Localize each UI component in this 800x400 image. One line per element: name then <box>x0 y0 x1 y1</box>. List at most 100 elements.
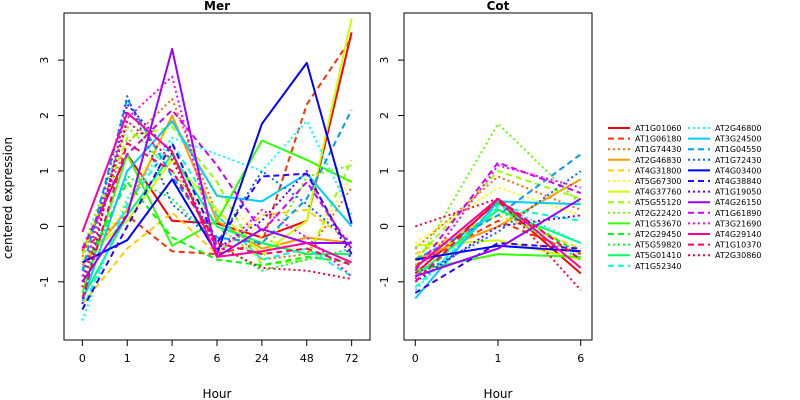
y-tick-label: 3 <box>378 57 391 64</box>
legend-label: AT2G22420 <box>635 209 681 218</box>
series-line <box>414 122 582 266</box>
legend-label: AT4G03400 <box>715 166 761 175</box>
legend-item: AT1G19050 <box>688 188 761 197</box>
legend-label: AT5G59820 <box>635 241 681 250</box>
legend-item: AT1G74430 <box>608 145 681 154</box>
legend-item: AT3G21690 <box>688 219 761 228</box>
legend-item: AT1G04550 <box>688 145 761 154</box>
legend-item: AT4G29140 <box>688 230 761 239</box>
series-line <box>414 203 582 291</box>
legend-label: AT3G24500 <box>715 135 761 144</box>
legend-item: AT1G72430 <box>688 156 761 165</box>
y-tick-label: 3 <box>38 57 51 64</box>
legend-item: AT5G67300 <box>608 177 681 186</box>
legend-item: AT3G24500 <box>688 135 761 144</box>
series-line <box>414 161 582 272</box>
x-tick-label: 0 <box>412 352 419 365</box>
legend-item: AT4G03400 <box>688 166 761 175</box>
y-tick-label: 2 <box>378 112 391 119</box>
chart-panels: Mer -1 0 1 2 3 0 1 2 6 24 48 72 Hour Cot -1 0 1 2 3 0 1 6 Hour <box>38 0 593 400</box>
legend-item: AT1G53670 <box>608 219 681 228</box>
legend-item: AT1G06180 <box>608 135 681 144</box>
legend-item: AT1G10370 <box>688 241 761 250</box>
legend-label: AT1G72430 <box>715 156 761 165</box>
legend-label: AT5G55120 <box>635 198 681 207</box>
series-line <box>81 111 352 264</box>
series-line <box>414 197 582 269</box>
series-line <box>414 170 582 278</box>
series-line <box>81 109 353 250</box>
legend-label: AT4G31800 <box>635 166 681 175</box>
y-tick-label: 1 <box>38 167 51 174</box>
y-axis-title: centered expression <box>1 137 15 259</box>
legend-label: AT2G30860 <box>715 251 761 260</box>
legend-item: AT2G22420 <box>608 209 681 218</box>
legend-label: AT1G53670 <box>635 219 681 228</box>
legend-item: AT4G31800 <box>608 166 681 175</box>
x-tick-label: 2 <box>169 352 176 365</box>
legend-item: AT2G46800 <box>688 124 761 133</box>
y-tick-label: 0 <box>38 223 51 230</box>
legend-label: AT4G26150 <box>715 198 761 207</box>
legend-label: AT1G74430 <box>635 145 681 154</box>
series-line <box>414 214 581 283</box>
x-tick-label: 72 <box>345 352 359 365</box>
legend-label: AT1G04550 <box>715 145 761 154</box>
y-tick-label: -1 <box>378 276 391 287</box>
legend-item: AT5G55120 <box>608 198 681 207</box>
series-line <box>81 103 353 305</box>
series-line <box>81 142 352 299</box>
legend-label: AT1G61890 <box>715 209 761 218</box>
legend-label: AT1G06180 <box>635 135 681 144</box>
series-line <box>81 95 353 283</box>
x-tick-label: 24 <box>255 352 269 365</box>
x-tick-label: 1 <box>495 352 502 365</box>
plot-frame <box>63 12 371 341</box>
legend-item: AT2G29450 <box>608 230 681 239</box>
legend-label: AT1G52340 <box>635 262 681 271</box>
legend-item: AT4G38840 <box>688 177 761 186</box>
x-axis-title: Hour <box>203 387 232 400</box>
series-line <box>81 18 353 261</box>
series-line <box>81 175 352 283</box>
legend-item: AT5G01410 <box>608 251 681 260</box>
chart-legend: AT1G01060AT1G06180AT1G74430AT2G46830AT4G… <box>608 124 761 271</box>
legend-item: AT5G59820 <box>608 241 681 250</box>
legend-label: AT2G46830 <box>635 156 681 165</box>
legend-label: AT4G29140 <box>715 230 761 239</box>
series-line <box>414 170 582 261</box>
series-line <box>81 97 353 271</box>
y-tick-label: 1 <box>378 167 391 174</box>
x-tick-label: 1 <box>124 352 131 365</box>
legend-label: AT1G01060 <box>635 124 681 133</box>
x-tick-label: 6 <box>214 352 221 365</box>
legend-item: AT2G46830 <box>608 156 681 165</box>
panel-title: Mer <box>204 0 230 13</box>
legend-item: AT4G26150 <box>688 198 761 207</box>
legend-label: AT1G10370 <box>715 241 761 250</box>
legend-item: AT1G01060 <box>608 124 681 133</box>
legend-label: AT5G67300 <box>635 177 681 186</box>
legend-label: AT2G29450 <box>635 230 681 239</box>
series-line <box>414 197 582 283</box>
x-axis-title: Hour <box>484 387 513 400</box>
legend-label: AT2G46800 <box>715 124 761 133</box>
panel-title: Cot <box>487 0 510 13</box>
legend-label: AT1G19050 <box>715 188 761 197</box>
y-tick-label: 2 <box>38 112 51 119</box>
series-line <box>415 244 581 261</box>
series-line <box>81 153 352 299</box>
x-tick-label: 48 <box>300 352 314 365</box>
legend-label: AT3G21690 <box>715 219 761 228</box>
series-line <box>414 164 581 280</box>
y-tick-label: 0 <box>378 223 391 230</box>
series-line <box>414 242 581 294</box>
legend-item: AT1G52340 <box>608 262 681 271</box>
x-tick-label: 6 <box>577 352 584 365</box>
plot-frame <box>403 12 593 341</box>
series-line <box>414 197 582 278</box>
series-line <box>81 142 353 310</box>
series-line <box>81 75 353 278</box>
panel-mer: Mer -1 0 1 2 3 0 1 2 6 24 48 72 Hour <box>38 0 371 400</box>
